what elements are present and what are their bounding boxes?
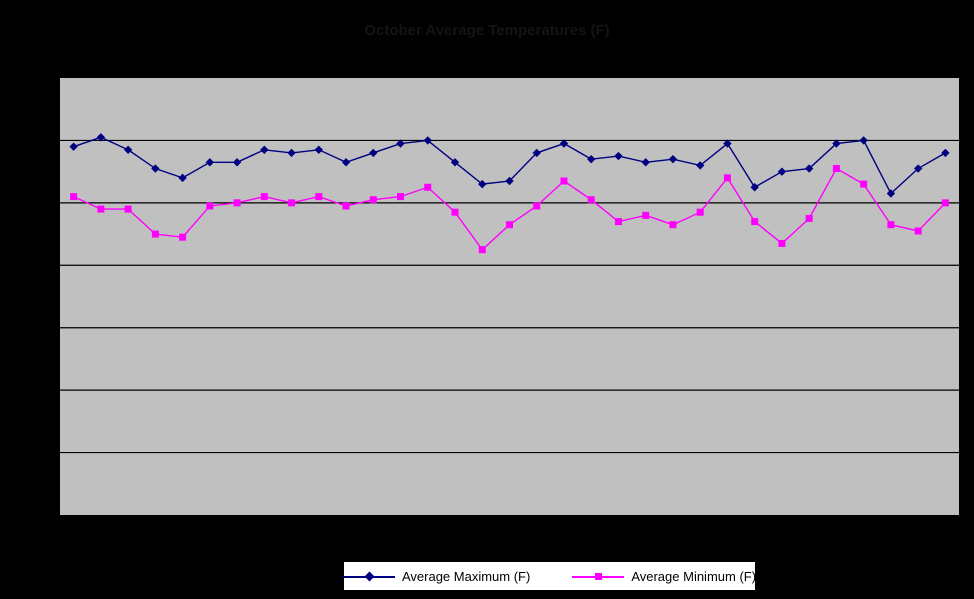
data-point-marker xyxy=(751,218,759,226)
square-marker-icon xyxy=(572,572,625,581)
data-point-marker xyxy=(832,139,841,148)
data-point-marker xyxy=(260,145,269,154)
data-point-marker xyxy=(206,202,214,210)
legend-label-average-maximum: Average Maximum (F) xyxy=(401,568,531,584)
plot-area xyxy=(60,78,959,515)
data-point-marker xyxy=(668,154,678,164)
data-point-marker xyxy=(750,183,759,192)
data-point-marker xyxy=(723,174,731,182)
data-point-marker xyxy=(97,205,105,213)
legend-label-average-minimum: Average Minimum (F) xyxy=(631,568,757,584)
data-point-marker xyxy=(532,148,541,158)
data-point-marker xyxy=(314,145,324,154)
data-point-marker xyxy=(260,193,268,201)
legend-marker-sample xyxy=(595,572,603,580)
data-point-marker xyxy=(450,158,460,167)
data-point-marker xyxy=(478,179,487,189)
data-point-marker xyxy=(369,148,378,158)
data-point-marker xyxy=(669,221,677,229)
data-point-marker xyxy=(587,154,596,164)
data-point-marker xyxy=(533,202,541,210)
legend-marker-sample xyxy=(364,571,375,581)
data-point-marker xyxy=(96,133,106,142)
data-point-marker xyxy=(914,227,922,235)
data-point-marker xyxy=(805,214,813,222)
data-point-marker xyxy=(478,246,486,254)
data-point-marker xyxy=(777,167,787,176)
data-point-marker xyxy=(205,158,215,167)
data-point-marker xyxy=(424,183,432,191)
data-point-marker xyxy=(695,161,705,170)
legend-item-average-minimum: Average Minimum (F) xyxy=(572,569,756,584)
data-point-marker xyxy=(179,233,187,241)
data-point-marker xyxy=(941,148,950,158)
data-point-marker xyxy=(69,142,78,151)
data-point-marker xyxy=(804,164,814,173)
data-point-marker xyxy=(315,193,323,201)
chart-title: October Average Temperatures (F) xyxy=(364,22,610,39)
diamond-marker-icon xyxy=(342,571,395,581)
data-point-marker xyxy=(641,158,650,167)
data-point-marker xyxy=(423,136,432,145)
data-point-marker xyxy=(341,158,351,167)
data-point-marker xyxy=(505,176,514,186)
data-point-marker xyxy=(614,151,623,161)
data-point-marker xyxy=(913,164,923,173)
data-point-marker xyxy=(642,211,650,219)
data-point-marker xyxy=(941,199,949,207)
data-point-marker xyxy=(559,139,569,148)
data-point-marker xyxy=(369,196,377,204)
data-point-marker xyxy=(287,148,296,158)
data-point-marker xyxy=(397,193,405,201)
data-point-marker xyxy=(151,164,160,173)
data-point-marker xyxy=(396,139,405,148)
data-point-marker xyxy=(886,189,896,198)
data-point-marker xyxy=(124,205,132,213)
data-point-marker xyxy=(723,139,732,148)
data-point-marker xyxy=(178,173,187,183)
data-point-marker xyxy=(560,177,568,185)
data-point-marker xyxy=(232,158,242,167)
data-point-marker xyxy=(70,193,78,201)
data-point-marker xyxy=(614,218,622,226)
legend-item-average-maximum: Average Maximum (F) xyxy=(342,568,531,584)
data-point-marker xyxy=(151,230,159,238)
data-point-marker xyxy=(832,165,840,173)
data-point-marker xyxy=(860,180,868,188)
data-point-marker xyxy=(233,199,241,207)
data-point-marker xyxy=(887,221,895,229)
data-point-marker xyxy=(123,145,133,154)
data-point-marker xyxy=(696,208,704,216)
data-point-marker xyxy=(506,221,513,229)
data-point-marker xyxy=(288,199,296,207)
data-point-marker xyxy=(859,136,868,145)
data-point-marker xyxy=(342,202,350,210)
data-point-marker xyxy=(778,239,786,247)
legend: Average Maximum (F) Average Minimum (F) xyxy=(342,561,756,591)
data-point-marker xyxy=(587,196,595,204)
data-point-marker xyxy=(451,208,459,216)
